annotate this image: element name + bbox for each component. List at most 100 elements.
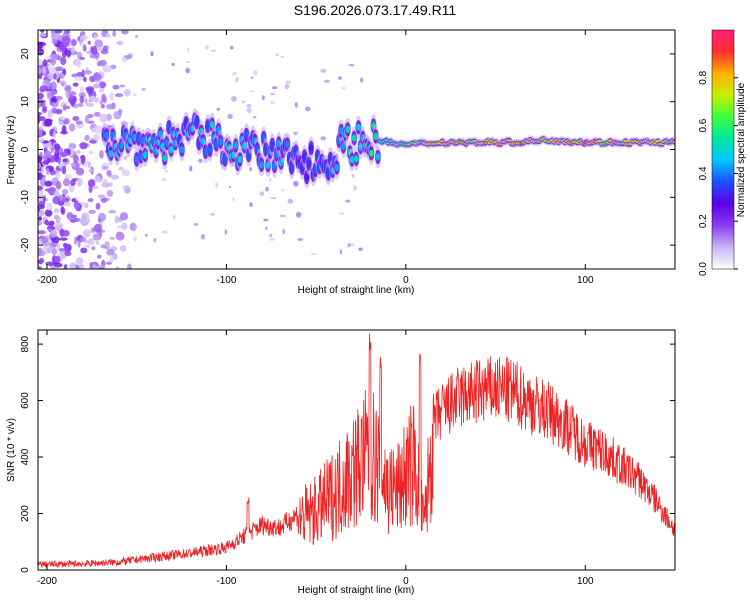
spectrogram-noise-cell (210, 49, 217, 52)
spectrogram-y-axis-label: Frequency (Hz) (6, 116, 17, 185)
spectrogram-noise-cell (38, 190, 44, 198)
spectrogram-noise-cell (38, 172, 43, 181)
snr-panel: -200 -100 0 100 0 200 400 600 800 Height of str… (6, 329, 676, 596)
colorbar-tick-label: 0.6 (698, 118, 709, 132)
spectrogram-noise-cell (85, 86, 95, 92)
spectrogram-noise-cell (81, 214, 87, 221)
spectrogram-noise-cell (320, 68, 327, 73)
spectrogram-noise-cell (60, 151, 69, 157)
spectrogram-noise-cell (121, 222, 128, 231)
spectrogram-noise-cell (112, 84, 120, 90)
spectrogram-noise-cell (38, 230, 46, 235)
spectrogram-noise-cell (71, 198, 77, 203)
spectrogram-noise-cell (38, 238, 43, 245)
spectrogram-noise-cell (53, 190, 60, 198)
spectrogram-noise-cell (42, 66, 46, 76)
spectrogram-noise-cell (228, 185, 231, 189)
spectrogram-noise-cell (231, 95, 237, 102)
spectrogram-noise-cell (229, 45, 234, 50)
spectrogram-noise-cell (97, 194, 105, 198)
spectrogram-noise-cell (150, 51, 154, 57)
spectrogram-noise-cell (271, 86, 278, 90)
spectrogram-noise-cell (93, 34, 97, 40)
spectrogram-noise-cell (87, 120, 95, 124)
spectrogram-noise-cell (106, 170, 112, 177)
spectrogram-noise-cell (91, 127, 97, 133)
spectrogram-noise-cell (87, 40, 92, 45)
spectrogram-noise-cell (79, 56, 85, 61)
spectrogram-noise-cell (341, 86, 347, 90)
spectrogram-noise-cell (79, 264, 85, 269)
spectrogram-noise-cell (40, 166, 45, 172)
spectrogram-noise-cell (165, 170, 169, 173)
spectrogram-noise-cell (76, 177, 83, 187)
spectrogram-ridge-core (338, 127, 344, 135)
spectrogram-noise-cell (115, 266, 119, 269)
colorbar-ticks: 0.0 0.2 0.4 0.6 0.8 (698, 70, 738, 276)
spectrogram-noise-cell (63, 201, 71, 207)
y-tick-label: 10 (20, 96, 31, 108)
spectrogram-noise-cell (246, 103, 252, 108)
spectrogram-noise-cell (358, 247, 363, 251)
spectrogram-noise-cell (162, 177, 167, 182)
spectrogram-noise-cell (106, 103, 115, 110)
spectrogram-noise-cell (145, 233, 148, 237)
spectrogram-noise-cell (110, 64, 117, 70)
spectrogram-noise-cell (79, 142, 88, 150)
spectrogram-noise-cell (88, 209, 96, 214)
spectrogram-noise-cell (38, 67, 42, 75)
spectrogram-noise-cell (75, 120, 83, 125)
spectrogram-noise-cell (349, 243, 355, 247)
spectrogram-noise-cell (51, 248, 58, 255)
spectrogram-ridge-core (166, 123, 172, 131)
spectrogram-noise-cell (61, 188, 69, 195)
spectrogram-noise-cell (52, 196, 61, 205)
y-tick-label: -10 (20, 190, 31, 205)
spectrogram-noise-cell (38, 116, 46, 122)
spectrogram-noise-cell (198, 158, 203, 163)
spectrogram-ridge-core (108, 150, 114, 158)
spectrogram-ridge-core (244, 131, 249, 139)
y-tick-label: 600 (20, 392, 31, 409)
spectrogram-ridge-core (259, 161, 264, 169)
snr-x-axis-label: Height of straight line (km) (298, 585, 415, 596)
spectrogram-noise-cell (109, 92, 114, 101)
spectrogram-noise-cell (82, 229, 91, 238)
spectrogram-ridge-core (205, 122, 211, 130)
spectrogram-noise-cell (40, 101, 46, 107)
spectrogram-noise-cell (224, 229, 227, 235)
spectrogram-noise-cell (70, 214, 78, 218)
y-tick-label: 400 (20, 448, 31, 465)
colorbar-gradient (711, 29, 735, 270)
spectrogram-noise-cell (47, 228, 53, 232)
spectrogram-noise-cell (38, 209, 45, 217)
spectrogram-noise-cell (53, 255, 61, 263)
spectrogram-noise-cell (75, 167, 85, 176)
spectrogram-noise-cell (59, 73, 65, 80)
spectrogram-noise-cell (265, 186, 269, 192)
spectrogram-noise-cell (107, 182, 113, 187)
spectrogram-ridge-core (218, 138, 224, 146)
spectrogram-ridge-core (276, 139, 282, 148)
spectrogram-noise-cell (235, 77, 239, 83)
spectrogram-noise-cell (89, 262, 93, 269)
spectrogram-ridge-core (356, 123, 361, 131)
spectrogram-noise-cell (39, 85, 48, 92)
spectrogram-noise-cell (216, 107, 221, 111)
spectrogram-noise-cell (87, 198, 94, 203)
spectrogram-noise-cell (95, 202, 101, 210)
spectrogram-ridge-core (375, 153, 381, 161)
spectrogram-noise-cell (227, 113, 233, 120)
spectrogram-noise-cell (55, 108, 63, 115)
spectrogram-noise-cell (56, 243, 61, 250)
spectrogram-noise-cell (70, 97, 76, 107)
spectrogram-noise-cell (58, 237, 68, 241)
spectrogram-noise-cell (59, 116, 66, 121)
spectrogram-noise-cell (50, 266, 56, 269)
spectrogram-noise-cell (54, 154, 59, 163)
spectrogram-noise-cell (82, 43, 87, 50)
spectrogram-noise-cell (62, 230, 70, 237)
spectrogram-noise-cell (119, 212, 129, 221)
spectrogram-noise-cell (69, 123, 76, 132)
